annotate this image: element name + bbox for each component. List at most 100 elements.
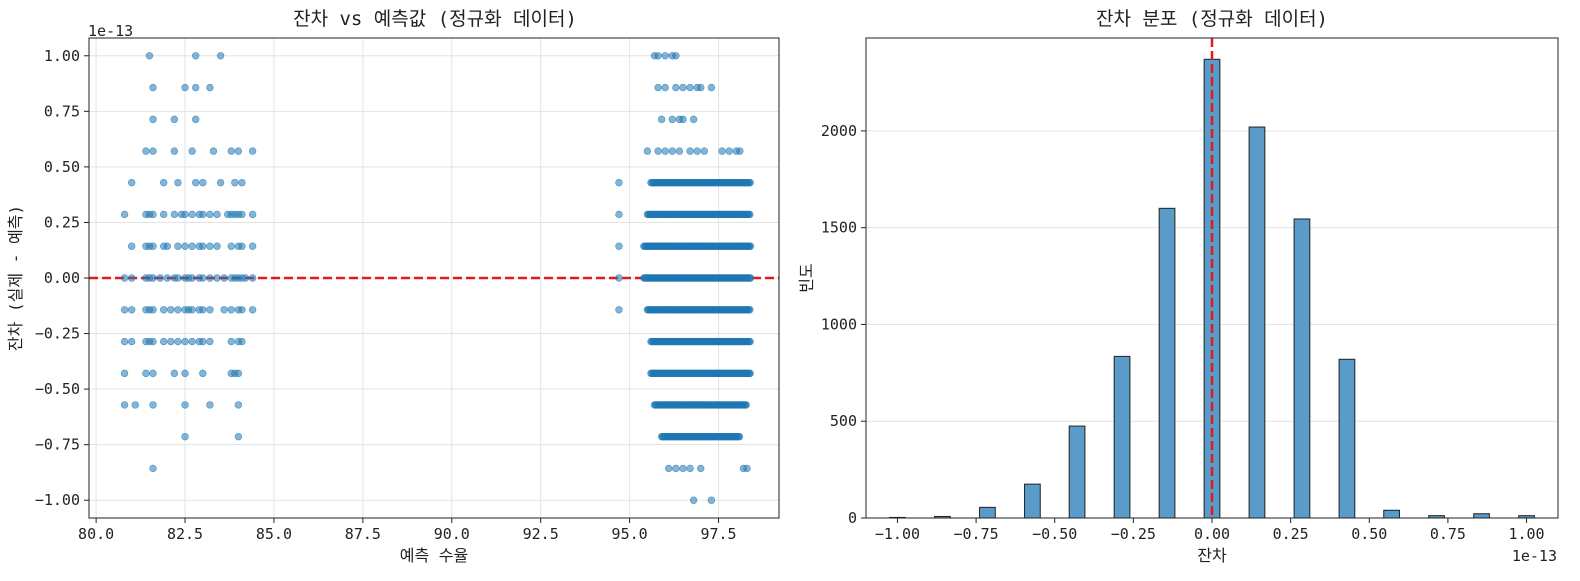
scatter-y-offset: 1e-13 — [88, 22, 133, 40]
scatter-point — [181, 369, 189, 378]
scatter-y-tick-label: −0.75 — [35, 436, 80, 454]
scatter-point — [188, 306, 196, 314]
scatter-point — [170, 147, 179, 155]
scatter-point — [181, 401, 189, 409]
scatter-point — [746, 242, 755, 250]
scatter-point — [718, 147, 726, 155]
scatter-point — [163, 274, 171, 282]
scatter-point — [199, 242, 207, 250]
scatter-point — [181, 210, 189, 219]
scatter-point — [149, 464, 157, 473]
scatter-point — [615, 178, 623, 187]
scatter-x-tick-label: 85.0 — [256, 525, 292, 543]
scatter-point — [149, 306, 157, 314]
scatter-point — [145, 52, 154, 60]
scatter-point — [149, 242, 157, 250]
histogram-x-ticks: −1.00 −0.75 −0.50 −0.25 0.00 0.25 0.50 0.75 1.00 — [875, 518, 1545, 543]
scatter-point — [174, 274, 182, 282]
scatter-point — [199, 306, 207, 314]
histogram-y-label: 빈도 — [797, 263, 816, 292]
scatter-point — [700, 147, 709, 155]
scatter-point — [159, 306, 168, 314]
scatter-point — [120, 369, 129, 378]
scatter-point — [149, 369, 157, 378]
scatter-point — [746, 210, 754, 219]
scatter-point — [746, 274, 755, 282]
scatter-point — [209, 147, 218, 155]
scatter-point — [668, 147, 676, 155]
histogram-x-tick-label: −0.25 — [1111, 525, 1156, 543]
scatter-point — [227, 337, 235, 346]
scatter-points — [120, 52, 755, 504]
scatter-point — [142, 147, 150, 155]
histogram-title: 잔차 분포 (정규화 데이터) — [1096, 8, 1328, 30]
histogram-bar — [1024, 483, 1041, 519]
scatter-point — [206, 83, 214, 92]
scatter-point — [227, 242, 235, 250]
scatter-point — [142, 369, 150, 378]
scatter-point — [746, 306, 754, 314]
scatter-point — [149, 83, 157, 92]
scatter-point — [199, 210, 207, 219]
scatter-point — [199, 274, 207, 282]
scatter-point — [746, 337, 754, 346]
scatter-point — [736, 147, 744, 155]
scatter-x-tick-label: 92.5 — [523, 525, 559, 543]
histogram-x-tick-label: 0.25 — [1273, 525, 1309, 543]
histogram-y-tick-label: 1000 — [821, 315, 857, 333]
scatter-point — [686, 464, 694, 473]
scatter-point — [199, 369, 207, 378]
scatter-y-tick-label: −1.00 — [35, 491, 80, 509]
scatter-point — [238, 306, 246, 314]
histogram-bars — [889, 58, 1535, 519]
scatter-point — [665, 464, 673, 473]
histogram-x-offset: 1e-13 — [1512, 547, 1557, 565]
scatter-y-tick-label: 0.75 — [44, 102, 80, 120]
scatter-point — [661, 83, 669, 92]
scatter-point — [174, 242, 182, 250]
histogram-bar — [1473, 513, 1490, 519]
scatter-x-ticks: 80.0 82.5 85.0 87.5 90.0 92.5 95.0 97.5 — [78, 518, 737, 543]
scatter-point — [167, 337, 175, 346]
histogram-y-ticks: 0 500 1000 1500 2000 — [821, 122, 866, 527]
histogram-x-tick-label: −1.00 — [875, 525, 920, 543]
scatter-point — [149, 401, 157, 409]
scatter-point — [746, 178, 754, 187]
scatter-point — [679, 115, 687, 124]
histogram-bar — [1293, 218, 1311, 519]
scatter-point — [188, 274, 196, 282]
scatter-point — [248, 210, 257, 219]
scatter-point — [156, 274, 164, 282]
scatter-point — [127, 274, 136, 282]
scatter-point — [661, 52, 669, 60]
scatter-point — [192, 83, 200, 92]
histogram-x-tick-label: 0.75 — [1430, 525, 1466, 543]
scatter-point — [149, 147, 157, 155]
scatter-y-tick-label: 0.00 — [44, 269, 80, 287]
scatter-x-tick-label: 87.5 — [345, 525, 381, 543]
scatter-point — [192, 178, 200, 187]
scatter-point — [188, 242, 196, 250]
scatter-point — [120, 210, 129, 219]
histogram-x-tick-label: 1.00 — [1508, 525, 1544, 543]
scatter-point — [227, 306, 235, 314]
scatter-point — [188, 210, 196, 219]
scatter-point — [654, 83, 662, 92]
scatter-point — [689, 496, 698, 504]
scatter-point — [742, 401, 750, 409]
histogram-bar — [1113, 355, 1131, 519]
scatter-point — [174, 337, 182, 346]
scatter-point — [679, 83, 687, 92]
scatter-point — [746, 369, 754, 378]
histogram-x-tick-label: −0.50 — [1032, 525, 1077, 543]
scatter-point — [248, 147, 257, 155]
scatter-point — [735, 432, 744, 441]
scatter-point — [234, 369, 243, 378]
scatter-point — [192, 115, 200, 124]
scatter-point — [248, 306, 257, 314]
scatter-point — [120, 306, 129, 314]
histogram-bar — [1338, 358, 1356, 519]
scatter-point — [188, 147, 196, 155]
scatter-point — [241, 274, 250, 282]
